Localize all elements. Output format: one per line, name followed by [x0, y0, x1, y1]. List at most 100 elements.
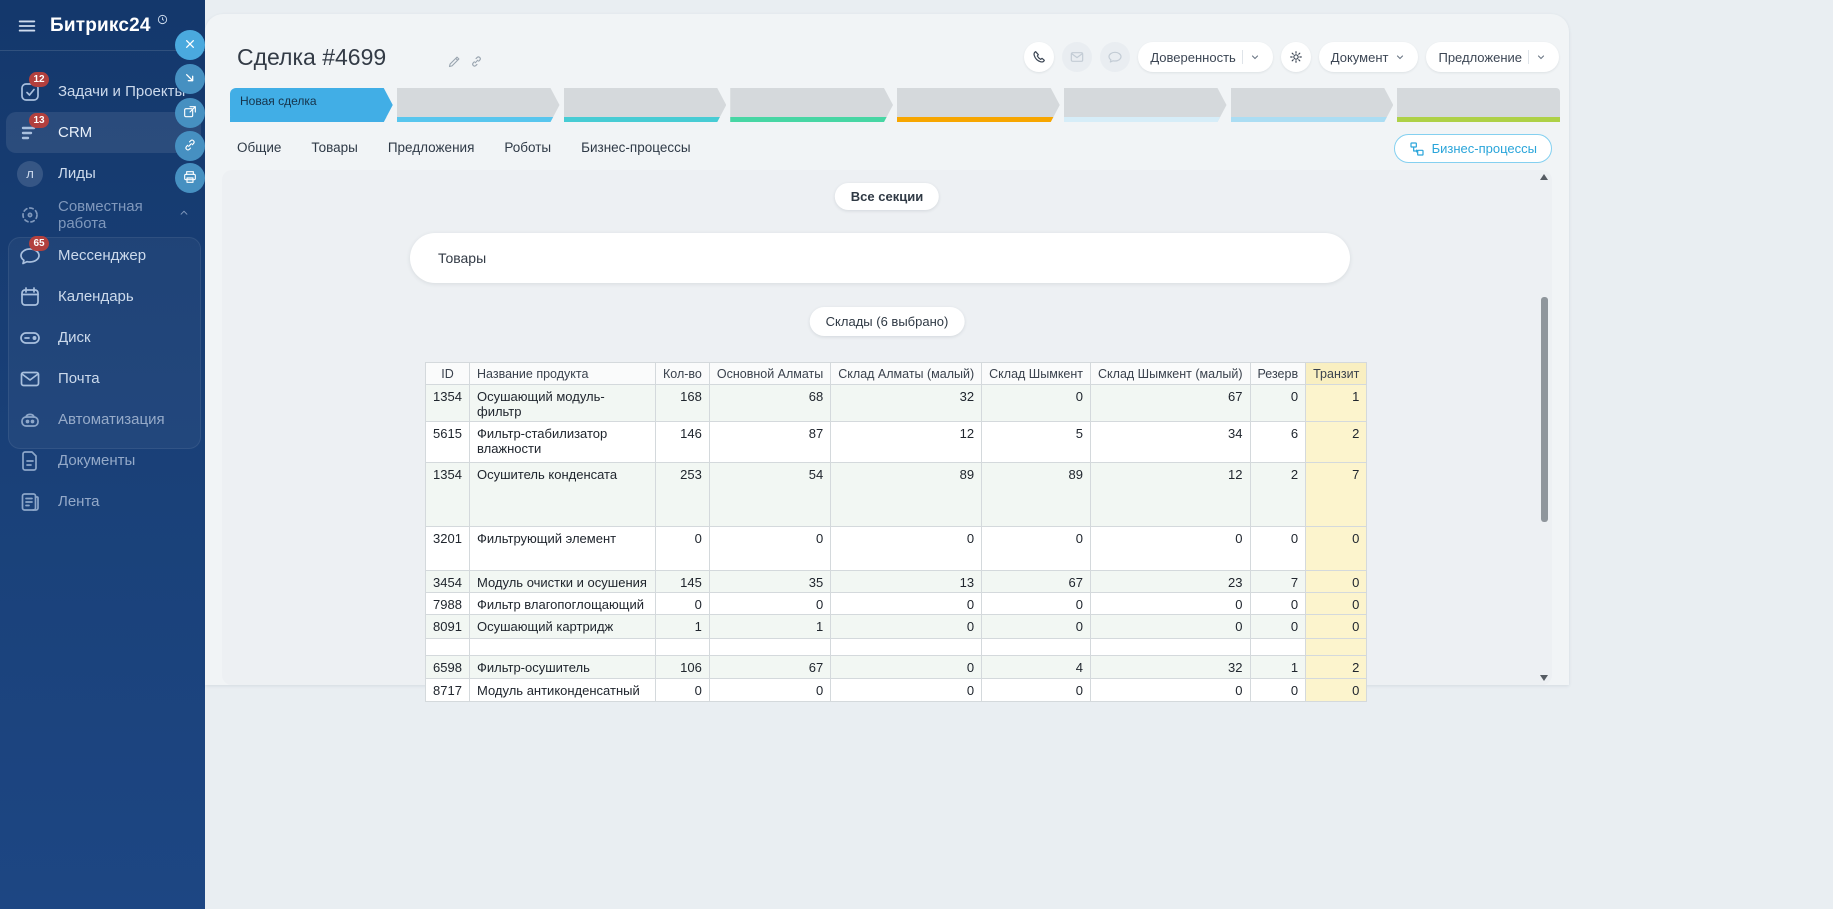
tasks-icon: 12 [18, 71, 49, 104]
scroll-up-arrow[interactable] [1540, 174, 1548, 180]
pipeline-stage-3[interactable] [564, 88, 727, 122]
stage-color-strip [897, 117, 1060, 122]
chevron-down-icon [1251, 55, 1258, 60]
tab-предложения[interactable]: Предложения [387, 140, 475, 155]
cell-product-name: Фильтр-стабилизатор влажности [469, 421, 656, 463]
pipeline-stage-6[interactable] [1064, 88, 1227, 122]
cell-value: 0 [830, 678, 983, 702]
menu-icon[interactable] [16, 15, 38, 37]
cell-product-name: Фильтрующий элемент [469, 526, 656, 571]
cell-value: 0 [1305, 526, 1368, 571]
pipeline-stage-5[interactable] [897, 88, 1060, 122]
cell-value: 0 [1249, 526, 1307, 571]
pipeline-stage-8[interactable] [1397, 88, 1560, 122]
page-title: Сделка #4699 [237, 44, 387, 70]
proxy-dropdown[interactable]: Доверенность [1138, 42, 1273, 72]
cell-value: 5 [981, 421, 1092, 463]
cell-value: 0 [981, 526, 1092, 571]
stage-color-strip [1397, 117, 1560, 122]
sidebar-item-лиды[interactable]: л Лиды [0, 153, 205, 194]
sidebar-item-документы[interactable]: Документы [0, 440, 205, 481]
edit-title-icon[interactable] [447, 54, 462, 74]
warehouses-button[interactable]: Склады (6 выбрано) [809, 307, 965, 336]
tab-общие[interactable]: Общие [237, 140, 282, 155]
cell-value: 106 [655, 655, 710, 679]
sidebar-item-label: Диск [58, 329, 91, 346]
sidebar-item-label: Совместная работа [58, 197, 143, 232]
cell-value: 89 [981, 462, 1092, 527]
business-process-button[interactable]: Бизнес-процессы [1393, 134, 1552, 163]
cell-value: 1 [708, 614, 832, 639]
cell-value: 2 [1305, 421, 1368, 463]
all-sections-button[interactable]: Все секции [834, 183, 940, 210]
sidebar-item-лента[interactable]: Лента [0, 481, 205, 522]
cell-value: 7 [1249, 570, 1307, 593]
column-header: Основной Алматы [708, 362, 832, 385]
cell-value: 12 [830, 421, 983, 463]
tab-роботы[interactable]: Роботы [504, 140, 552, 155]
cell-value: 0 [1305, 592, 1368, 615]
scrollbar-thumb[interactable] [1541, 297, 1548, 522]
sidebar-item-crm[interactable]: 13 CRM [6, 112, 201, 153]
sidebar-item-почта[interactable]: Почта [0, 358, 205, 399]
cell-id: 3201 [425, 526, 470, 571]
sidebar-item-label: CRM [58, 124, 93, 141]
cell-value: 0 [981, 614, 1092, 639]
cell-value: 54 [708, 462, 832, 527]
sidebar-item-мессенджер[interactable]: 65 Мессенджер [0, 235, 205, 276]
scroll-down-arrow[interactable] [1540, 675, 1548, 681]
settings-button[interactable] [1280, 42, 1311, 72]
cell-value: 34 [1090, 421, 1251, 463]
cell-value: 32 [1090, 655, 1251, 679]
copy-link-icon[interactable] [469, 54, 484, 74]
close-button[interactable] [175, 30, 205, 60]
cell-product-name: Осушитель конденсата [469, 462, 656, 527]
cell-value: 0 [1249, 614, 1307, 639]
products-section-header[interactable]: Товары [410, 233, 1350, 283]
cell-id: 7988 [425, 592, 470, 615]
chevron-down-icon [1397, 55, 1404, 60]
sidebar-item-задачи-и-проекты[interactable]: 12 Задачи и Проекты [0, 71, 205, 112]
pipeline-stages: Новая сделка [230, 88, 1560, 122]
cell-value [1249, 638, 1307, 656]
sidebar-item-календарь[interactable]: Календарь [0, 276, 205, 317]
sidebar-item-автоматизация[interactable]: Автоматизация [0, 399, 205, 440]
call-button[interactable] [1024, 42, 1055, 72]
sidebar-item-label: Почта [58, 370, 100, 387]
pipeline-stage-1[interactable]: Новая сделка [230, 88, 393, 122]
table-row: 5615 Фильтр-стабилизатор влажности 146 87 12… [425, 421, 1368, 463]
cell-value: 67 [708, 655, 832, 679]
current-stage-label: Новая сделка [240, 94, 317, 108]
cell-id: 1354 [425, 384, 470, 422]
collapse-caret-icon[interactable] [177, 206, 191, 224]
cell-value: 0 [1249, 678, 1307, 702]
arrow-down-right-button[interactable] [175, 64, 205, 94]
document-dropdown-label: Документ [1330, 49, 1389, 65]
sidebar-header: Битрикс24 [0, 0, 205, 51]
cell-value: 0 [1305, 570, 1368, 593]
detail-tabs: Общие Товары Предложения Роботы Бизнес-проце… [237, 140, 691, 155]
pipeline-stage-7[interactable] [1231, 88, 1394, 122]
document-dropdown[interactable]: Документ [1318, 42, 1419, 72]
chat-button[interactable] [1100, 42, 1131, 72]
tab-товары[interactable]: Товары [311, 140, 358, 155]
cell-id: 8717 [425, 678, 470, 702]
sidebar: Битрикс24 12 Задачи и Проекты 13 CRM л Лиды Со… [0, 0, 205, 909]
sidebar-item-диск[interactable]: Диск [0, 317, 205, 358]
tab-бизнес-процессы[interactable]: Бизнес-процессы [581, 140, 691, 155]
print-button[interactable] [175, 163, 205, 193]
sidebar-item-совместная-работа[interactable]: Совместная работа [0, 194, 205, 235]
link-button[interactable] [175, 131, 205, 161]
notification-badge: 65 [29, 235, 49, 251]
open-window-button[interactable] [175, 98, 205, 128]
email-button[interactable] [1062, 42, 1093, 72]
cell-value: 1 [1249, 655, 1307, 679]
notification-badge: 12 [29, 71, 49, 87]
pipeline-stage-2[interactable] [397, 88, 560, 122]
pipeline-stage-4[interactable] [730, 88, 893, 122]
scrollbar[interactable] [1539, 172, 1549, 683]
gear-icon [1289, 51, 1302, 63]
offer-dropdown[interactable]: Предложение [1426, 42, 1559, 72]
sidebar-item-label: Мессенджер [58, 247, 147, 264]
